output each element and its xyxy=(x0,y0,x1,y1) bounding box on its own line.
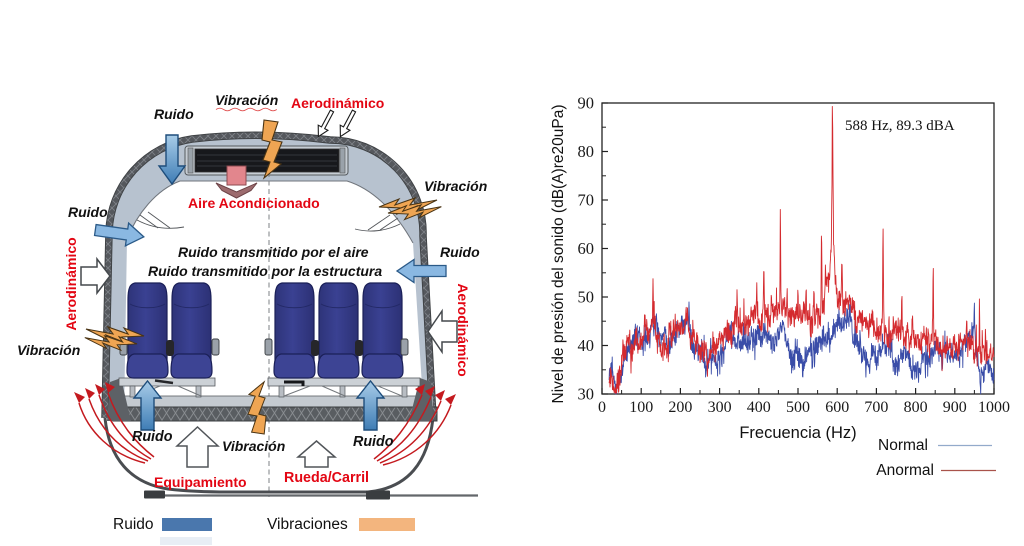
svg-text:40: 40 xyxy=(578,336,595,355)
svg-text:500: 500 xyxy=(786,399,810,416)
svg-text:588 Hz, 89.3 dBA: 588 Hz, 89.3 dBA xyxy=(845,118,955,134)
svg-text:Frecuencia (Hz): Frecuencia (Hz) xyxy=(739,424,856,442)
svg-text:700: 700 xyxy=(864,399,888,416)
svg-text:800: 800 xyxy=(904,399,928,416)
svg-text:400: 400 xyxy=(747,399,771,416)
svg-text:Nivel de presión del sonido (d: Nivel de presión del sonido (dB(A)re20uP… xyxy=(550,105,567,404)
svg-text:80: 80 xyxy=(578,142,595,161)
svg-text:Anormal: Anormal xyxy=(876,462,934,479)
svg-text:90: 90 xyxy=(578,94,595,113)
svg-text:200: 200 xyxy=(668,399,692,416)
svg-text:Normal: Normal xyxy=(878,437,928,454)
svg-text:1000: 1000 xyxy=(978,399,1010,416)
svg-text:900: 900 xyxy=(943,399,967,416)
svg-text:30: 30 xyxy=(578,385,595,404)
svg-text:60: 60 xyxy=(578,239,595,258)
svg-text:600: 600 xyxy=(825,399,849,416)
svg-text:70: 70 xyxy=(578,191,595,210)
svg-text:100: 100 xyxy=(629,399,653,416)
svg-text:300: 300 xyxy=(708,399,732,416)
svg-text:0: 0 xyxy=(598,399,606,416)
svg-text:50: 50 xyxy=(578,288,595,307)
